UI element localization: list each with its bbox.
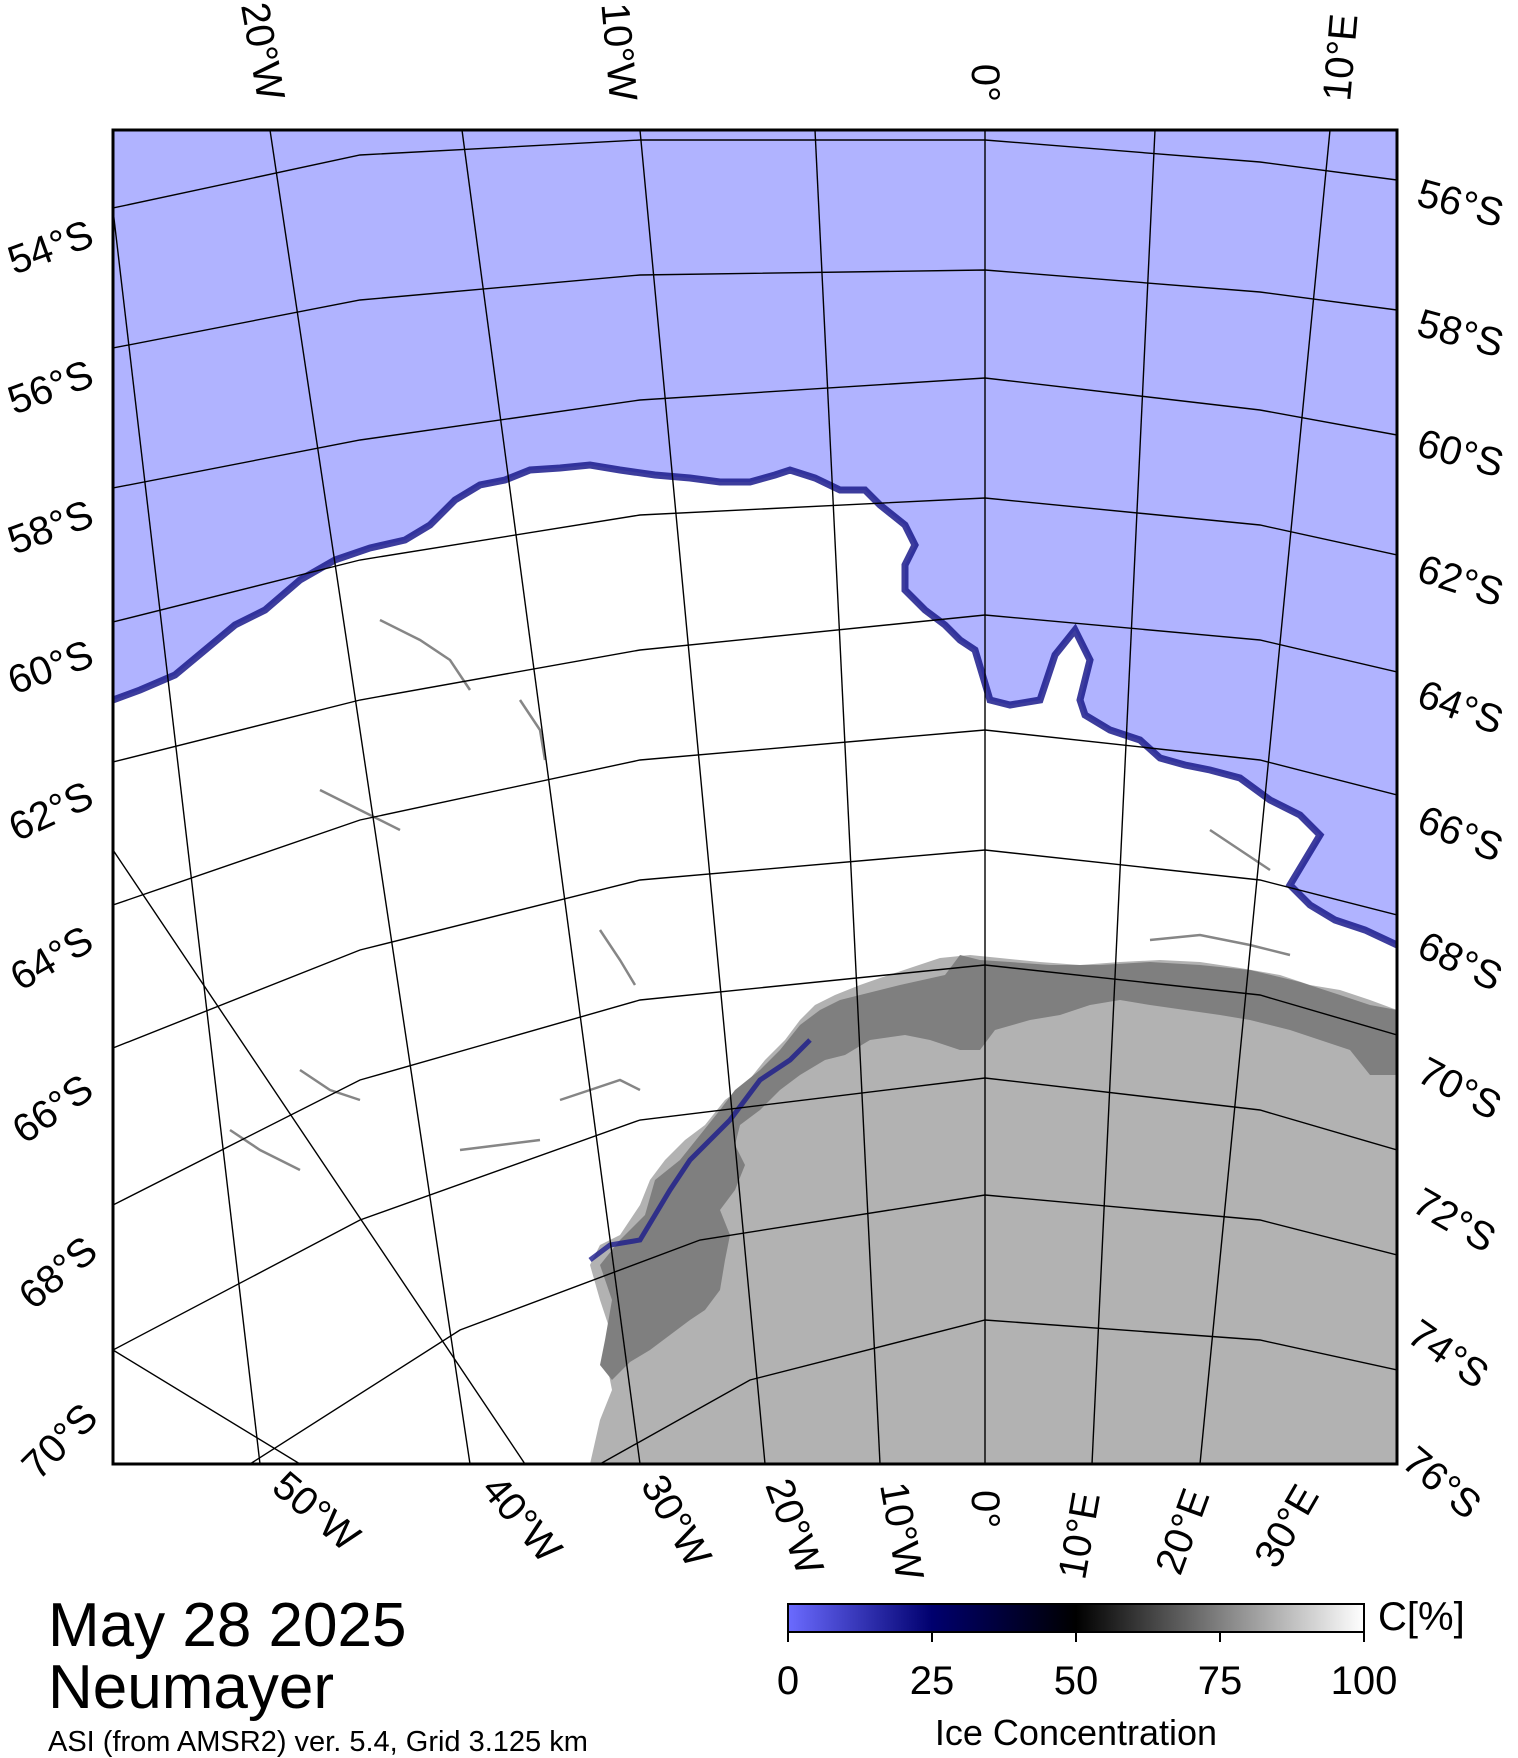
bottom-longitude-labels: 50°W 40°W 30°W 20°W 10°W 0° 10°E 20°E 30… <box>264 1463 1328 1583</box>
right-lat-label: 60°S <box>1413 421 1509 486</box>
right-lat-label: 62°S <box>1412 547 1509 616</box>
right-latitude-labels: 56°S 58°S 60°S 62°S 64°S 66°S 68°S 70°S … <box>1394 171 1509 1528</box>
map-graticule <box>113 130 1397 1464</box>
color-bar-tick-label: 100 <box>1331 1659 1398 1703</box>
ice-leads <box>229 618 1291 1172</box>
right-lat-label: 68°S <box>1411 923 1509 1000</box>
right-lat-label: 66°S <box>1412 798 1509 871</box>
left-latitude-labels: 54°S 56°S 58°S 60°S 62°S 64°S 66°S 68°S … <box>2 212 106 1488</box>
bottom-lon-label: 30°W <box>632 1468 719 1575</box>
right-lat-label: 76°S <box>1394 1438 1489 1528</box>
color-bar-tick-label: 75 <box>1198 1659 1243 1703</box>
color-bar-unit: C[%] <box>1378 1595 1465 1639</box>
top-lon-label: 0° <box>963 64 1007 102</box>
left-lat-label: 54°S <box>2 212 99 283</box>
ice-edge <box>113 461 1397 949</box>
color-bar-legend: C[%] 0 25 50 75 100 Ice Concentration <box>777 1595 1465 1753</box>
bottom-lon-label: 40°W <box>473 1468 570 1572</box>
top-longitude-labels: 20°W 10°W 0° 10°E <box>232 0 1366 104</box>
bottom-lon-label: 10°E <box>1050 1489 1108 1582</box>
top-lon-label: 20°W <box>232 0 292 104</box>
coastal-ice-edge <box>588 1038 812 1262</box>
color-bar <box>787 1603 1365 1633</box>
right-lat-label: 72°S <box>1406 1180 1503 1262</box>
left-lat-label: 56°S <box>2 352 99 423</box>
map-date: May 28 2025 <box>48 1591 407 1660</box>
top-lon-label: 10°W <box>592 1 644 103</box>
bottom-lon-label: 0° <box>963 1490 1007 1528</box>
bottom-lon-label: 20°E <box>1147 1483 1218 1580</box>
product-info: ASI (from AMSR2) ver. 5.4, Grid 3.125 km <box>48 1726 588 1758</box>
color-bar-tick-label: 25 <box>910 1659 955 1703</box>
left-lat-label: 62°S <box>2 773 100 850</box>
top-lon-label: 10°E <box>1315 12 1366 103</box>
color-bar-tick-label: 50 <box>1054 1659 1099 1703</box>
left-lat-label: 68°S <box>11 1228 106 1318</box>
land-area <box>590 955 1397 1464</box>
map-frame <box>111 128 1399 1466</box>
station-name: Neumayer <box>48 1653 334 1722</box>
right-lat-label: 58°S <box>1413 301 1509 366</box>
left-lat-label: 60°S <box>2 632 99 703</box>
right-lat-label: 70°S <box>1411 1049 1509 1129</box>
bottom-lon-label: 30°E <box>1246 1478 1328 1575</box>
right-lat-label: 74°S <box>1400 1311 1497 1397</box>
color-bar-tick-label: 0 <box>777 1659 799 1703</box>
bottom-lon-label: 20°W <box>757 1473 832 1581</box>
color-bar-title: Ice Concentration <box>935 1712 1217 1753</box>
right-lat-label: 64°S <box>1412 672 1509 743</box>
left-lat-label: 64°S <box>3 918 100 1000</box>
bottom-lon-label: 50°W <box>264 1463 368 1560</box>
right-lat-label: 56°S <box>1413 171 1509 236</box>
bottom-lon-label: 10°W <box>871 1479 931 1584</box>
left-lat-label: 58°S <box>2 492 99 563</box>
left-lat-label: 70°S <box>14 1395 107 1488</box>
left-lat-label: 66°S <box>5 1066 102 1152</box>
ice-shelf-area <box>600 955 1397 1380</box>
